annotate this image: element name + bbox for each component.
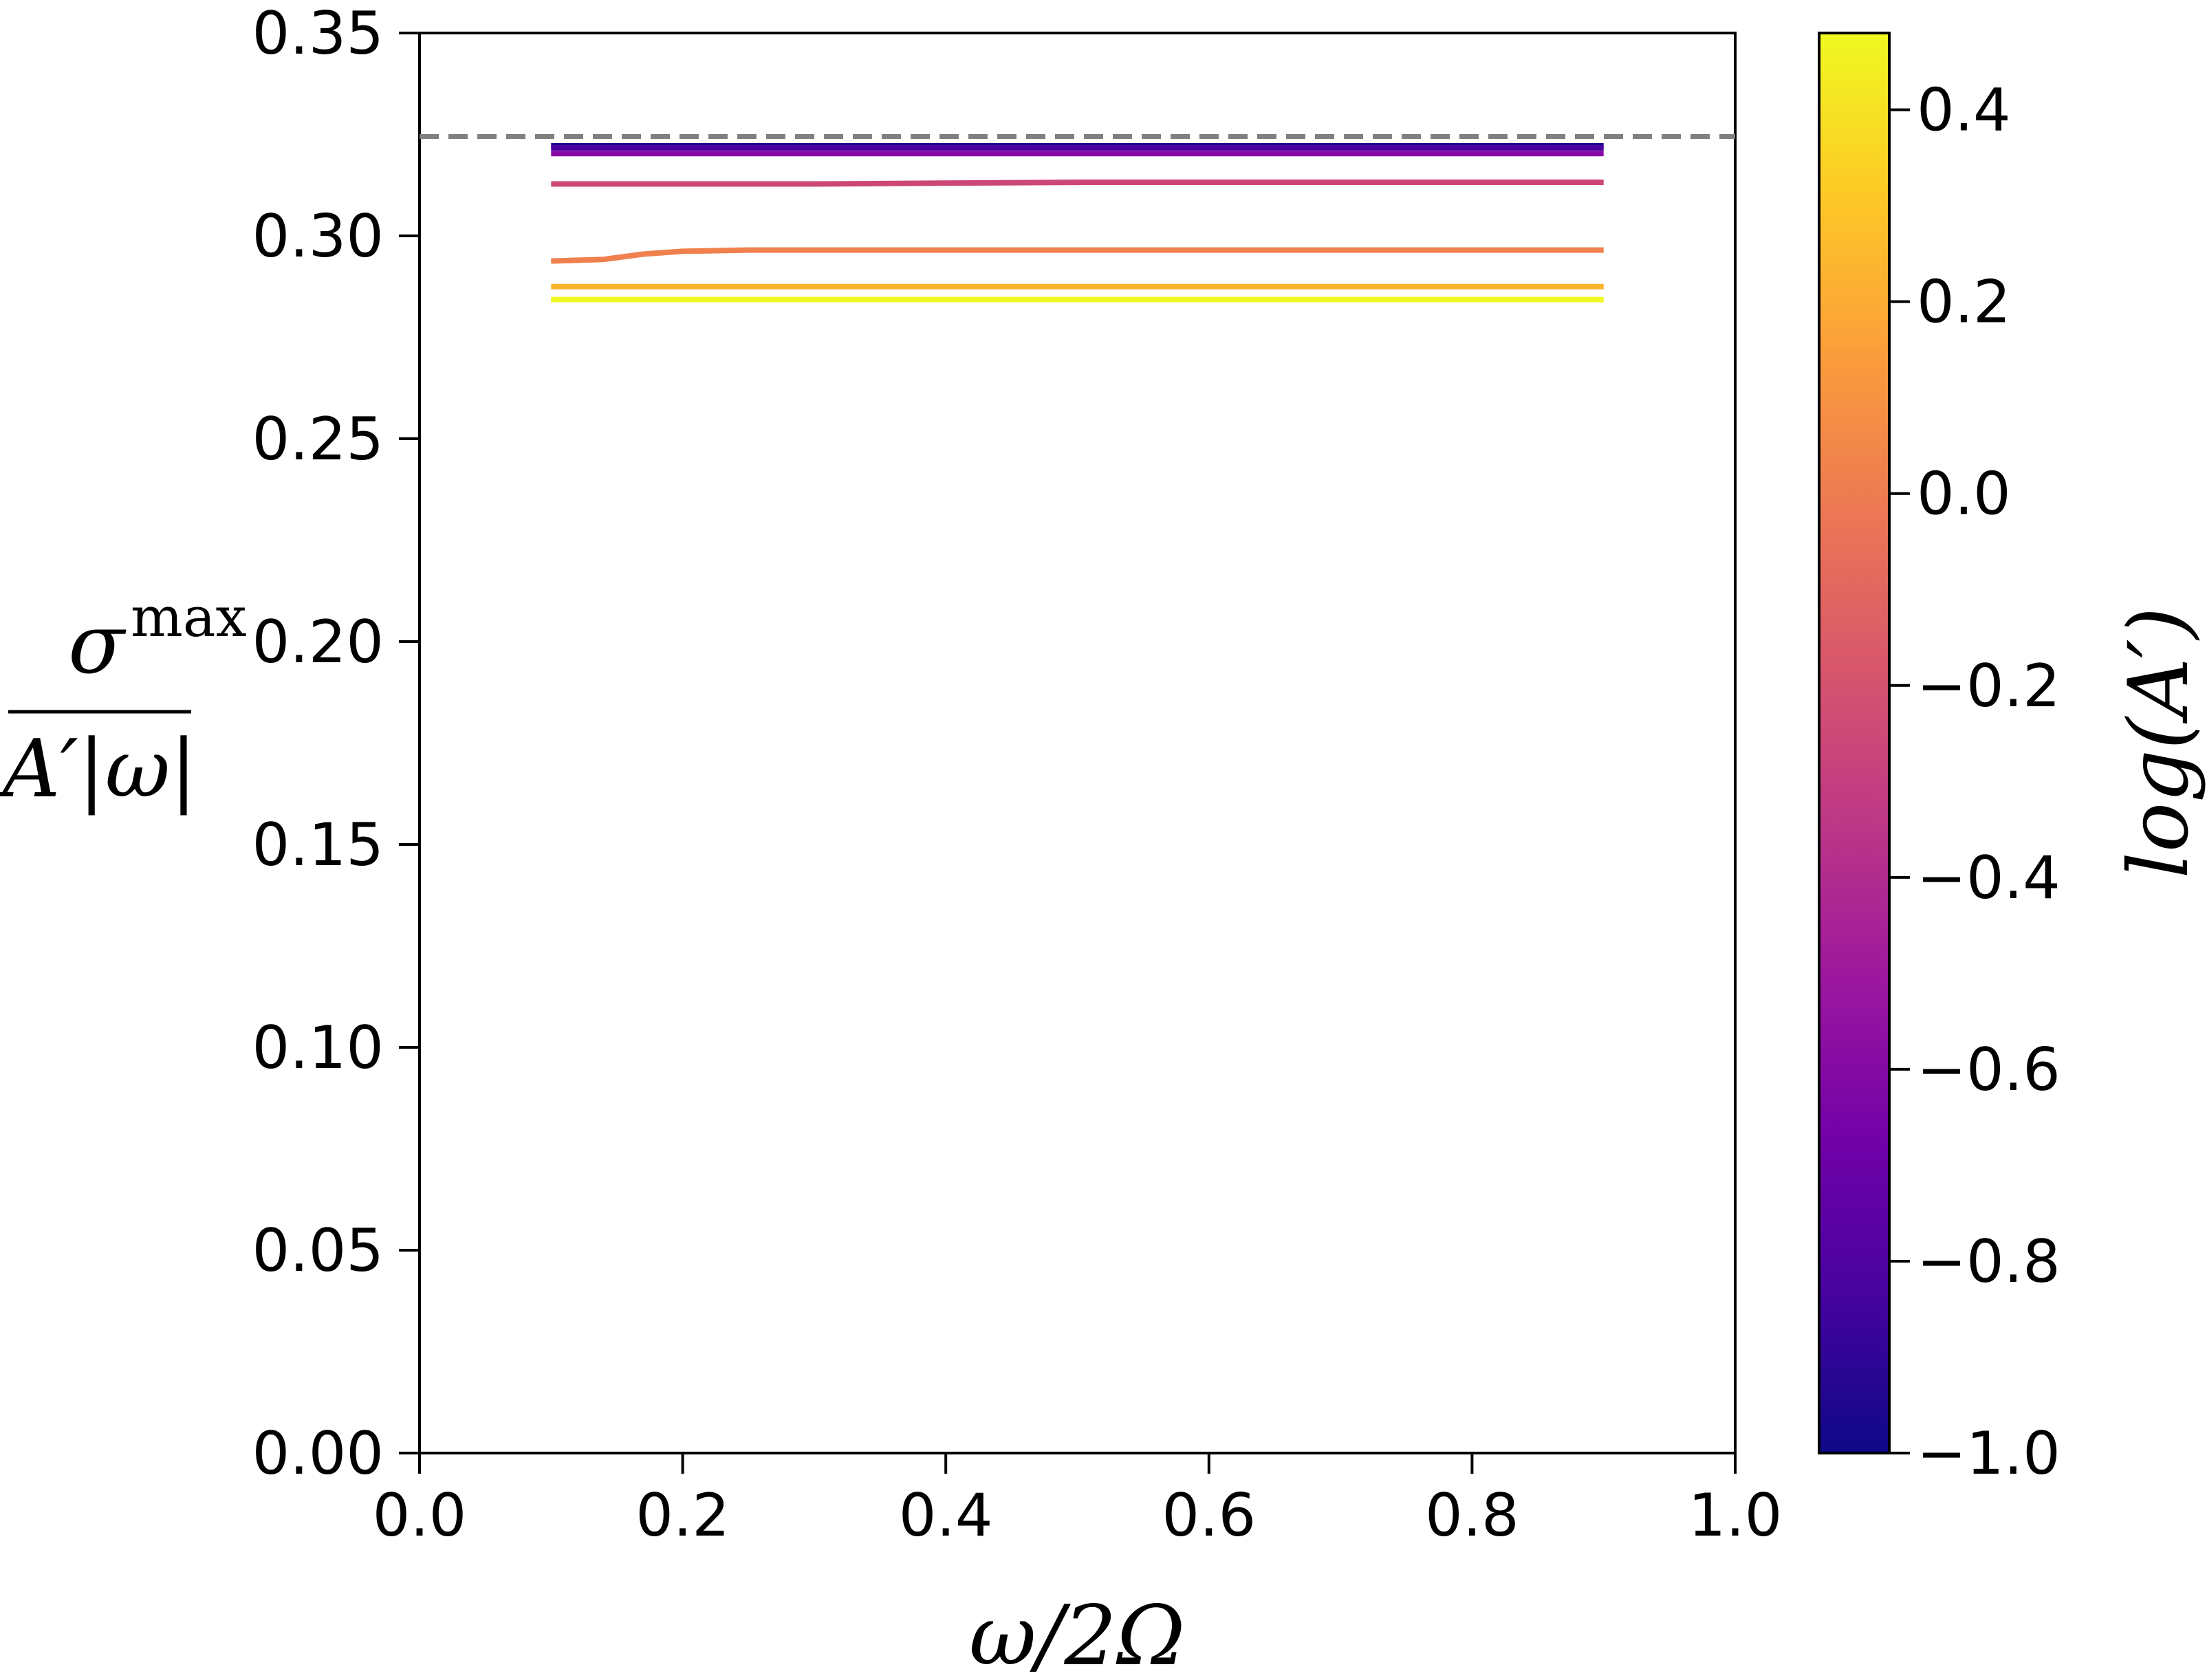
x-tick-label: 1.0 (1688, 1481, 1783, 1550)
colorbar-tick-label: −0.2 (1917, 652, 2061, 721)
x-tick-label: 0.6 (1162, 1481, 1256, 1550)
colorbar-tick-label: −1.0 (1917, 1419, 2061, 1488)
colorbar-tick-label: 0.0 (1917, 460, 2011, 529)
colorbar-tick-label: 0.2 (1917, 268, 2011, 337)
colorbar-tick-label: 0.4 (1917, 76, 2011, 145)
y-tick-label: 0.35 (252, 0, 384, 68)
x-tick-label: 0.4 (899, 1481, 993, 1550)
y-axis-label: σ max A′|ω| (0, 585, 247, 816)
y-tick-label: 0.00 (252, 1419, 384, 1488)
x-tick-label: 0.8 (1425, 1481, 1519, 1550)
y-tick-label: 0.10 (252, 1014, 384, 1082)
y-tick-label: 0.15 (252, 811, 384, 880)
y-tick-label: 0.30 (252, 202, 384, 271)
y-label-superscript: max (131, 585, 247, 649)
y-label-numerator: σ (68, 597, 127, 692)
colorbar-label: log(A′) (2111, 607, 2207, 879)
x-tick-label: 0.0 (373, 1481, 467, 1550)
y-tick-label: 0.05 (252, 1217, 384, 1285)
colorbar-tick-label: −0.6 (1917, 1036, 2061, 1104)
plot-area (418, 32, 1737, 1454)
colorbar (1818, 32, 1891, 1454)
colorbar-tick-label: −0.4 (1917, 844, 2061, 913)
y-label-denominator: A′|ω| (0, 723, 197, 816)
x-axis-label: ω/2Ω (969, 1589, 1185, 1680)
series-line-5 (551, 247, 1604, 264)
y-tick-label: 0.20 (252, 608, 384, 677)
colorbar-tick-label: −0.8 (1917, 1228, 2061, 1296)
y-tick-label: 0.25 (252, 405, 384, 474)
x-tick-label: 0.2 (635, 1481, 730, 1550)
series-line-4 (551, 179, 1604, 187)
